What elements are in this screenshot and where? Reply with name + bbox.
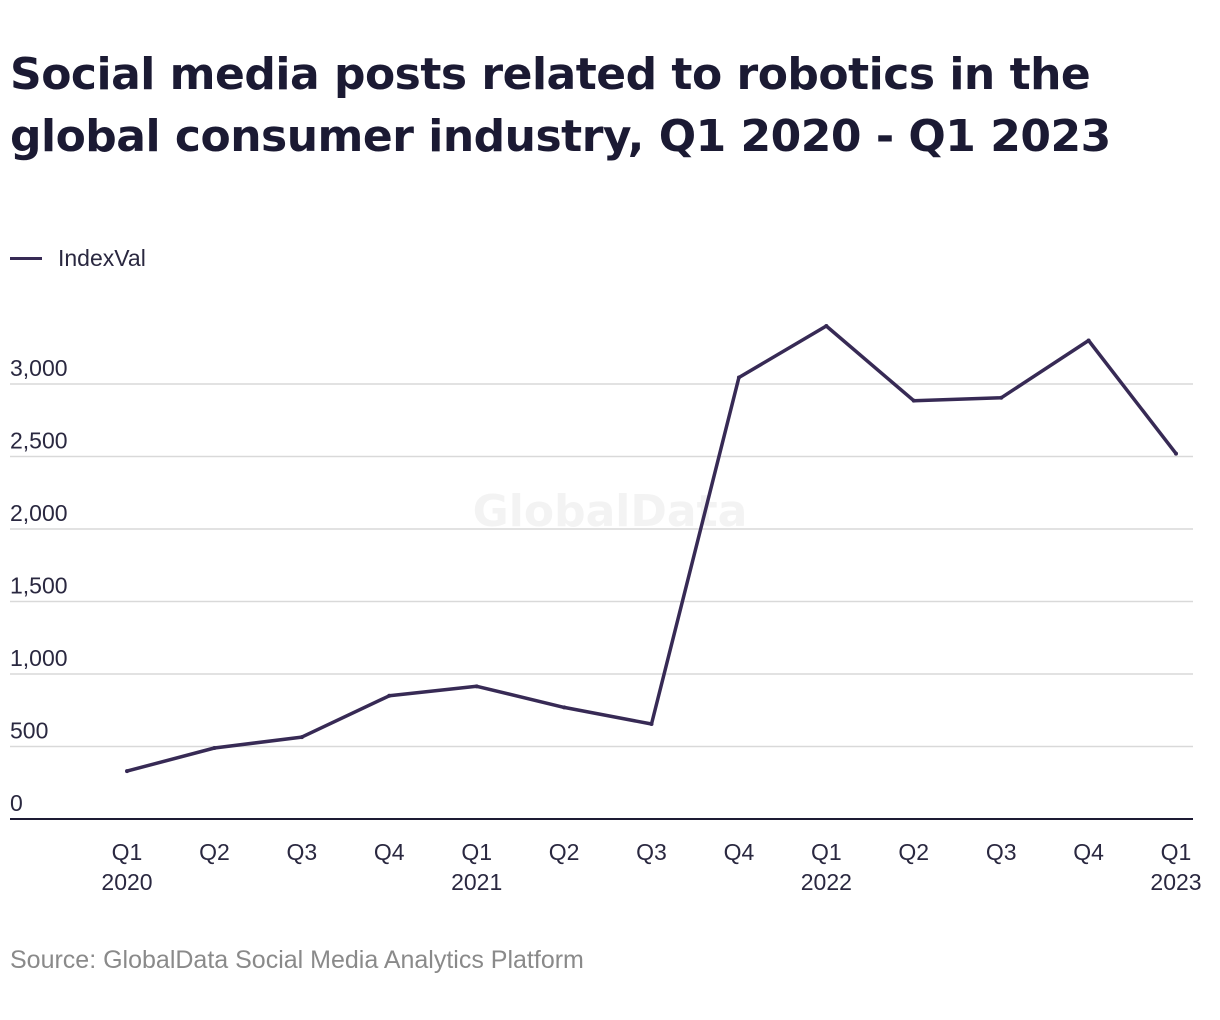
- x-tick-year-label: 2022: [801, 869, 852, 895]
- x-tick-label: Q4: [1073, 839, 1104, 865]
- legend-line-swatch: [10, 256, 42, 260]
- x-tick-label: Q1: [112, 839, 143, 865]
- data-point: [474, 684, 479, 689]
- x-tick-label: Q2: [549, 839, 580, 865]
- data-point: [911, 398, 916, 403]
- data-point: [1086, 338, 1091, 343]
- y-tick-label: 1,000: [10, 645, 68, 671]
- x-tick-year-label: 2020: [101, 869, 152, 895]
- data-point: [212, 745, 217, 750]
- x-tick-label: Q2: [199, 839, 230, 865]
- y-axis-ticks: 0 500 1,000 1,500 2,000 2,500 3,000: [10, 355, 68, 816]
- data-point: [736, 375, 741, 380]
- data-point: [824, 324, 829, 328]
- data-point: [125, 769, 129, 774]
- data-point: [649, 722, 654, 727]
- y-tick-label: 1,500: [10, 573, 68, 599]
- y-tick-label: 3,000: [10, 355, 68, 381]
- x-tick-label: Q3: [286, 839, 317, 865]
- source-note: Source: GlobalData Social Media Analytic…: [10, 946, 584, 974]
- y-tick-label: 0: [10, 790, 23, 816]
- x-tick-label: Q2: [898, 839, 929, 865]
- y-tick-label: 2,000: [10, 500, 68, 526]
- x-tick-label: Q1: [461, 839, 492, 865]
- data-point: [999, 395, 1004, 400]
- gridlines: [10, 383, 1193, 748]
- x-tick-year-label: 2023: [1150, 869, 1201, 895]
- legend-label: IndexVal: [58, 244, 146, 271]
- x-tick-label: Q3: [636, 839, 667, 865]
- x-axis-ticks: Q1 2020 Q2 Q3 Q4 Q1 2021 Q2 Q3 Q4 Q1 2022 Q2 Q3 Q4 Q1 20…: [101, 839, 1201, 895]
- x-tick-label: Q4: [374, 839, 405, 865]
- series-layer: [125, 324, 1178, 774]
- data-point: [562, 705, 567, 710]
- data-point: [387, 693, 392, 698]
- chart-title: Social media posts related to robotics i…: [10, 49, 1111, 162]
- x-tick-label: Q4: [724, 839, 755, 865]
- x-tick-label: Q3: [986, 839, 1017, 865]
- series-line-indexval: [125, 324, 1178, 773]
- x-tick-label: Q1: [811, 839, 842, 865]
- x-tick-year-label: 2021: [451, 869, 502, 895]
- y-tick-label: 500: [10, 718, 48, 744]
- data-point: [1174, 451, 1178, 456]
- legend: IndexVal: [10, 243, 146, 273]
- data-point: [299, 735, 304, 740]
- x-tick-label: Q1: [1161, 839, 1192, 865]
- y-tick-label: 2,500: [10, 428, 68, 454]
